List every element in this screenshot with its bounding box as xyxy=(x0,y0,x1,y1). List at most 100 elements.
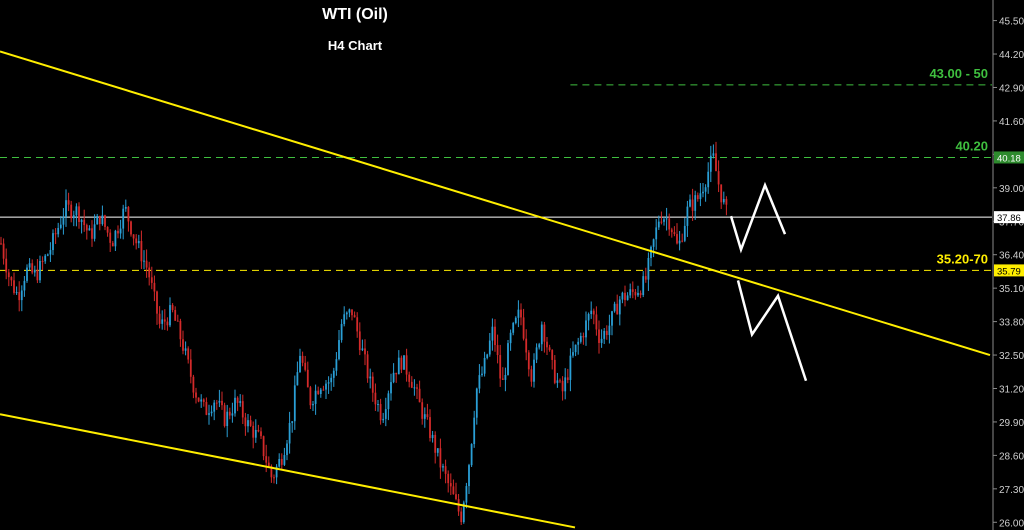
candle-body xyxy=(330,377,333,383)
candle-body xyxy=(650,246,652,258)
candle-body xyxy=(210,411,213,414)
candle-body xyxy=(236,397,239,403)
candle-body xyxy=(132,234,135,239)
candle-body xyxy=(520,309,522,318)
price-tag xyxy=(994,211,1024,224)
candle-body xyxy=(296,372,299,386)
candle-body xyxy=(696,195,699,200)
candle-body xyxy=(486,354,489,358)
candle-body xyxy=(184,348,187,351)
candle-body xyxy=(192,376,195,393)
candle-body xyxy=(605,330,608,336)
candle-body xyxy=(174,309,177,321)
candle-body xyxy=(252,425,255,438)
candle-body xyxy=(124,206,127,209)
tick-label: 29.90 xyxy=(999,418,1024,429)
tick-label: 27.30 xyxy=(999,485,1024,496)
candle-body xyxy=(722,198,725,203)
candle-body xyxy=(603,330,606,339)
candle-body xyxy=(569,355,572,380)
candle-body xyxy=(642,276,645,296)
candle-body xyxy=(397,357,400,375)
candle-body xyxy=(499,355,502,379)
candle-body xyxy=(592,310,595,315)
candle-body xyxy=(140,240,143,262)
candle-body xyxy=(681,240,684,242)
annotations: 43.00 - 50 40.20 35.20-70 xyxy=(929,66,988,267)
candle-body xyxy=(418,388,421,403)
candle-body xyxy=(377,404,379,406)
candle-body xyxy=(712,153,715,156)
candle-body xyxy=(676,234,678,244)
candle-body xyxy=(618,299,621,315)
candle-body xyxy=(395,372,398,375)
price-tag xyxy=(994,151,1024,164)
candle-body xyxy=(280,458,283,465)
candle-body xyxy=(312,403,314,406)
candle-body xyxy=(171,305,174,310)
trendline-1 xyxy=(0,413,576,529)
candle-body xyxy=(2,243,5,259)
candle-body xyxy=(416,387,418,389)
candle-body xyxy=(91,228,93,239)
candle-body xyxy=(491,326,494,341)
candle-body xyxy=(26,267,28,281)
candle-body xyxy=(582,335,585,338)
target-label: 43.00 - 50 xyxy=(929,66,988,81)
candle-body xyxy=(683,225,686,241)
candle-body xyxy=(670,229,673,233)
candle-body xyxy=(195,392,197,398)
candle-body xyxy=(572,352,574,356)
candle-body xyxy=(226,411,229,426)
candle-body xyxy=(551,350,554,360)
candle-body xyxy=(153,282,156,292)
candle-body xyxy=(585,320,587,338)
candle-body xyxy=(200,399,203,402)
candle-body xyxy=(114,230,117,247)
candle-body xyxy=(31,263,34,273)
price-tag-label: 35.79 xyxy=(997,266,1021,277)
candle-body xyxy=(374,392,377,405)
candle-body xyxy=(262,436,265,457)
candle-body xyxy=(273,477,275,479)
candle-body xyxy=(36,269,39,281)
tick-label: 41.60 xyxy=(999,117,1024,128)
candle-body xyxy=(343,314,346,325)
candle-body xyxy=(468,465,470,487)
candle-body xyxy=(527,352,530,370)
candle-body xyxy=(39,261,41,281)
candle-body xyxy=(148,267,151,278)
candle-body xyxy=(353,315,356,318)
candle-body xyxy=(587,314,590,321)
candle-body xyxy=(228,411,231,416)
candle-body xyxy=(626,295,629,301)
candle-body xyxy=(65,200,67,217)
candle-body xyxy=(652,239,655,247)
candle-body xyxy=(322,389,325,391)
candle-body xyxy=(715,153,717,172)
candle-body xyxy=(304,362,307,370)
candle-body xyxy=(366,354,369,379)
price-axis: 45.5044.2042.9041.6040.3039.0037.7036.40… xyxy=(992,0,1024,530)
candle-body xyxy=(379,404,382,421)
candle-body xyxy=(161,319,164,324)
candle-body xyxy=(80,219,83,222)
candle-body xyxy=(0,243,2,245)
candle-body xyxy=(717,171,720,185)
candle-body xyxy=(460,511,463,523)
candle-body xyxy=(249,420,252,426)
candle-body xyxy=(470,444,473,466)
tick-label: 35.10 xyxy=(999,284,1024,295)
candle-body xyxy=(509,332,512,344)
candle-body xyxy=(488,340,491,355)
candle-body xyxy=(475,388,478,418)
candle-body xyxy=(93,224,96,239)
tick-label: 26.00 xyxy=(999,518,1024,529)
candle-body xyxy=(566,377,569,380)
candle-body xyxy=(288,422,291,444)
candle-body xyxy=(533,359,535,382)
candle-body xyxy=(348,309,351,313)
candle-body xyxy=(254,429,257,438)
candle-body xyxy=(135,238,138,244)
candle-body xyxy=(283,455,286,465)
